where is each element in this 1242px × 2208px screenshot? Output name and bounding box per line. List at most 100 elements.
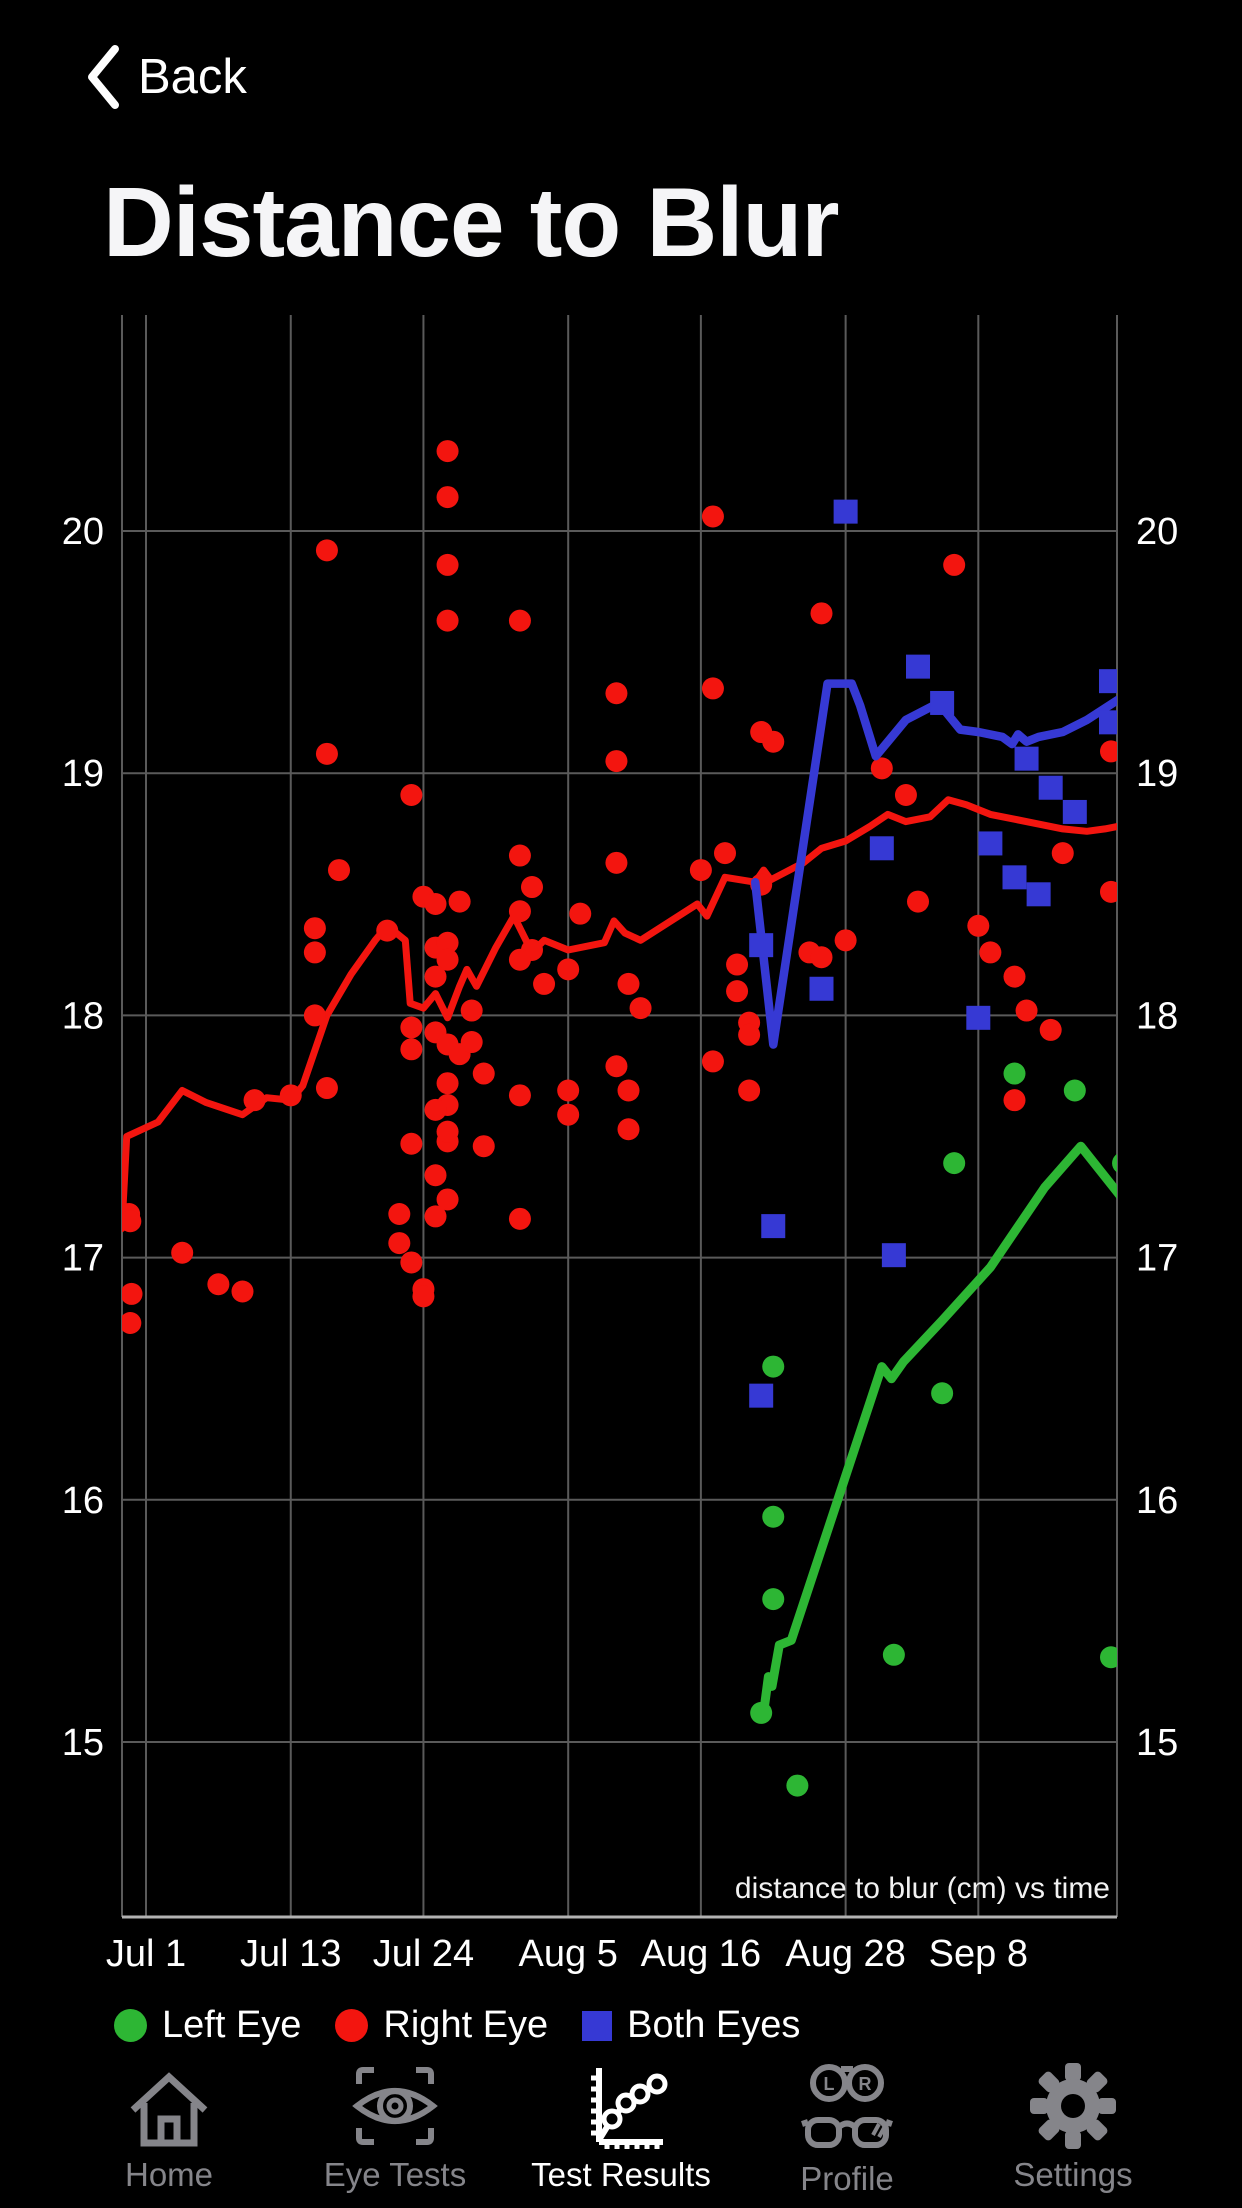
data-point-circle <box>979 941 1002 964</box>
series-right-eye <box>122 440 1117 1334</box>
data-point-circle <box>472 1135 495 1158</box>
data-point-circle <box>436 553 459 576</box>
data-point-circle <box>1003 1062 1026 1085</box>
data-point-circle <box>810 602 833 625</box>
data-point-square <box>1026 882 1051 907</box>
data-point-circle <box>1003 965 1026 988</box>
data-point-circle <box>714 842 736 865</box>
tab-label: Profile <box>800 2160 894 2197</box>
y-tick-label-left: 16 <box>62 1480 104 1522</box>
data-point-circle <box>569 902 592 925</box>
data-point-circle <box>436 440 459 463</box>
data-point-circle <box>689 859 712 882</box>
back-button[interactable]: Back <box>84 42 247 112</box>
data-point-circle <box>1112 1153 1117 1173</box>
data-point-circle <box>1100 740 1117 763</box>
data-point-circle <box>1100 1646 1117 1669</box>
data-point-circle <box>303 1004 326 1027</box>
tab-profile[interactable]: L R Profile <box>734 2058 960 2208</box>
y-tick-label-left: 17 <box>62 1238 104 1280</box>
page-title: Distance to Blur <box>103 167 839 277</box>
data-point-circle <box>315 539 338 562</box>
data-point-circle <box>967 914 990 937</box>
data-point-circle <box>400 783 423 806</box>
data-point-circle <box>388 1232 411 1255</box>
data-point-circle <box>810 946 833 969</box>
data-point-circle <box>762 730 785 753</box>
tab-label: Settings <box>1013 2156 1133 2193</box>
tab-home[interactable]: Home <box>56 2058 282 2208</box>
back-chevron-icon <box>88 45 119 109</box>
tab-bar: Home Eye Tests <box>56 2058 1186 2208</box>
data-point-circle <box>315 742 338 765</box>
data-point-circle <box>1051 842 1074 865</box>
data-point-square <box>749 933 774 958</box>
data-point-square <box>1002 865 1027 890</box>
x-tick-label: Jul 13 <box>240 1933 341 1975</box>
data-point-circle <box>436 1188 459 1211</box>
both-eyes-marker-icon <box>582 2010 613 2041</box>
data-point-square <box>978 831 1003 856</box>
y-tick-label-right: 19 <box>1136 753 1178 795</box>
data-point-circle <box>726 953 749 976</box>
data-point-square <box>1038 775 1063 800</box>
y-tick-label-left: 19 <box>62 753 104 795</box>
data-point-square <box>809 976 834 1001</box>
data-point-circle <box>533 972 556 995</box>
data-point-circle <box>436 1120 459 1143</box>
data-point-circle <box>617 1079 640 1102</box>
data-point-circle <box>122 1282 143 1305</box>
data-point-circle <box>508 844 531 867</box>
trend-line <box>750 679 1117 1049</box>
data-point-circle <box>328 859 350 882</box>
data-point-circle <box>424 892 447 915</box>
data-point-circle <box>617 972 640 995</box>
data-point-circle <box>472 1062 495 1085</box>
data-point-circle <box>701 505 724 528</box>
data-point-circle <box>424 1098 447 1121</box>
data-point-circle <box>907 890 929 913</box>
data-point-circle <box>894 783 917 806</box>
series-both-eyes <box>749 499 1117 1408</box>
data-point-square <box>761 1214 786 1239</box>
right-eye-marker-icon <box>335 2009 369 2042</box>
data-point-circle <box>557 1079 580 1102</box>
tab-test-results[interactable]: Test Results <box>508 2058 734 2208</box>
legend-item-right-eye: Right Eye <box>335 2004 548 2047</box>
tab-label: Home <box>124 2156 214 2193</box>
legend-item-left-eye: Left Eye <box>114 2004 301 2047</box>
data-point-circle <box>1063 1079 1086 1102</box>
data-point-square <box>1099 710 1117 735</box>
trend-line <box>759 1141 1117 1718</box>
x-tick-label: Aug 28 <box>785 1933 905 1975</box>
trend-line <box>122 796 1117 1232</box>
chart-annotation: distance to blur (cm) vs time <box>735 1872 1110 1905</box>
data-point-square <box>881 1243 906 1268</box>
lens-right-letter: R <box>859 2074 872 2094</box>
data-point-circle <box>400 1038 423 1061</box>
data-point-square <box>930 690 955 715</box>
test-results-icon <box>591 2068 668 2149</box>
data-point-circle <box>1003 1089 1026 1112</box>
data-point-square <box>749 1383 774 1408</box>
data-point-circle <box>1039 1018 1062 1041</box>
data-point-circle <box>738 1023 761 1046</box>
data-point-circle <box>605 1055 628 1078</box>
data-point-circle <box>460 1031 483 1054</box>
data-point-circle <box>279 1084 302 1107</box>
series-left-eye <box>750 1062 1117 1797</box>
legend-label: Both Eyes <box>627 2004 801 2046</box>
tab-settings[interactable]: Settings <box>960 2058 1186 2208</box>
data-point-circle <box>605 851 628 874</box>
tab-eye-tests[interactable]: Eye Tests <box>282 2058 508 2208</box>
data-point-circle <box>931 1382 954 1405</box>
profile-icon: L R <box>801 2064 893 2148</box>
data-point-circle <box>762 1588 785 1611</box>
data-point-circle <box>750 1701 773 1724</box>
data-point-square <box>869 836 894 861</box>
data-point-circle <box>943 553 966 576</box>
eye-tests-icon <box>352 2067 438 2145</box>
data-point-circle <box>605 750 628 773</box>
